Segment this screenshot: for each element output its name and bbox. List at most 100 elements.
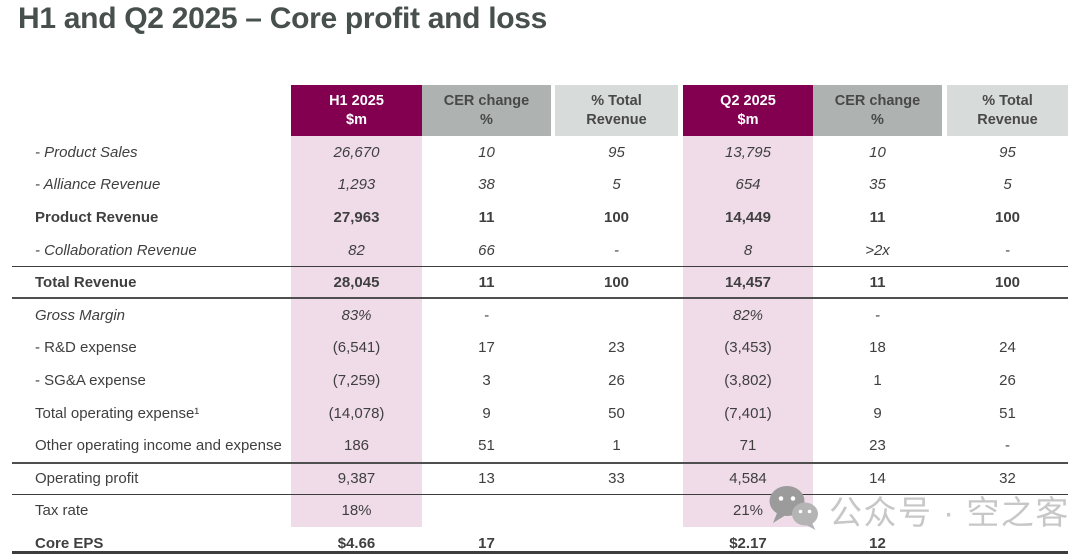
cell-value: 100: [603, 208, 630, 226]
row-label: Tax rate: [35, 502, 89, 520]
cell-value: (3,453): [683, 331, 813, 365]
col-header-line2: Revenue: [977, 111, 1038, 128]
cell-value: 14: [869, 470, 886, 488]
cell-value: 95: [999, 143, 1016, 161]
page-title: H1 and Q2 2025 – Core profit and loss: [18, 2, 548, 35]
cell-value: 14,449: [683, 201, 813, 234]
cell-value: 71: [683, 429, 813, 462]
row-label: Core EPS: [35, 534, 104, 552]
cell-value: 10: [478, 143, 495, 161]
cell-value: 82: [291, 233, 422, 267]
cell-value: 5: [1003, 176, 1012, 194]
cell-value: (7,401): [683, 396, 813, 430]
cell-value: 654: [683, 168, 813, 202]
col-header-line2: $m: [346, 111, 367, 128]
cell-value: 8: [683, 233, 813, 267]
table-row-tax-rate: Tax rate 18% 21%: [12, 494, 1068, 528]
cell-value: 82%: [683, 298, 813, 332]
cell-value: 23: [608, 339, 625, 357]
row-label: - Alliance Revenue: [35, 176, 161, 194]
cell-value: -: [875, 306, 880, 324]
col-header-line1: CER change: [443, 92, 530, 109]
cell-value: -: [1005, 437, 1010, 455]
cell-value: 23: [869, 437, 886, 455]
cell-value: 50: [608, 404, 625, 422]
cell-value: (6,541): [291, 331, 422, 365]
col-header-line1: % Total: [982, 92, 1033, 109]
cell-value: [555, 495, 678, 528]
table-row-total-revenue: Total Revenue 28,045 11 100 14,457 11 10…: [12, 266, 1068, 299]
cell-value: 186: [291, 429, 422, 462]
col-header-line2: $m: [737, 111, 759, 128]
cell-value: 100: [994, 273, 1021, 291]
cell-value: $2.17: [729, 534, 767, 552]
table-row-sga-expense: - SG&A expense (7,259) 3 26 (3,802) 1 26: [12, 364, 1068, 397]
cell-value: 11: [869, 273, 886, 291]
cell-value: 28,045: [291, 267, 422, 297]
col-header-line1: % Total: [591, 92, 642, 109]
cell-value: >2x: [865, 241, 890, 259]
cell-value: 38: [478, 176, 495, 194]
row-label: Gross Margin: [35, 306, 126, 324]
table-header-row: H1 2025 $m CER change % % Total Revenue …: [12, 85, 1068, 136]
row-label: - SG&A expense: [35, 371, 146, 389]
cell-value: 1: [873, 371, 882, 389]
cell-value: 1,293: [291, 168, 422, 202]
cell-value: [947, 299, 1068, 332]
col-header-pct-total-revenue-q2: % Total Revenue: [947, 85, 1068, 136]
cell-value: (7,259): [291, 364, 422, 397]
cell-value: 10: [869, 143, 886, 161]
cell-value: 11: [478, 273, 495, 291]
cell-value: [555, 299, 678, 332]
cell-value: 17: [478, 339, 495, 357]
bottom-divider: [12, 551, 1068, 554]
cell-value: 26,670: [291, 136, 422, 169]
cell-value: 33: [608, 470, 625, 488]
row-label: - R&D expense: [35, 339, 137, 357]
cell-value: 26: [608, 371, 625, 389]
cell-value: 32: [999, 470, 1016, 488]
cell-value: 51: [478, 437, 495, 455]
watermark: 公众号 · 空之客: [768, 484, 1070, 536]
cell-value: 13,795: [683, 136, 813, 169]
cell-value: 27,963: [291, 201, 422, 234]
col-header-line1: Q2 2025: [720, 92, 776, 109]
cell-value: 9: [482, 404, 491, 422]
cell-value: 24: [999, 339, 1016, 357]
watermark-text: 公众号 · 空之客: [829, 494, 1070, 531]
table-row-collaboration-revenue: - Collaboration Revenue 82 66 - 8 >2x -: [12, 233, 1068, 267]
cell-value: -: [614, 241, 619, 259]
cell-value: 95: [608, 143, 625, 161]
row-label: - Product Sales: [35, 143, 138, 161]
cell-value: 14,457: [683, 267, 813, 297]
table-row-total-operating-expense: Total operating expense¹ (14,078) 9 50 (…: [12, 396, 1068, 430]
col-header-line1: CER change: [834, 92, 921, 109]
col-header-line1: H1 2025: [329, 92, 384, 109]
cell-value: -: [1005, 241, 1010, 259]
row-label: Other operating income and expense: [35, 437, 282, 455]
table-row-rd-expense: - R&D expense (6,541) 17 23 (3,453) 18 2…: [12, 331, 1068, 365]
row-label: Total operating expense¹: [35, 404, 200, 422]
cell-value: 3: [482, 371, 491, 389]
header-spacer: [12, 85, 291, 136]
table-row-operating-profit: Operating profit 9,387 13 33 4,584 14 32: [12, 461, 1068, 495]
cell-value: 13: [478, 470, 495, 488]
col-header-line2: %: [871, 111, 884, 128]
col-header-line2: %: [480, 111, 493, 128]
cell-value: 9,387: [291, 463, 422, 494]
cell-value: 18%: [291, 494, 422, 528]
cell-value: (3,802): [683, 364, 813, 397]
table-row-alliance-revenue: - Alliance Revenue 1,293 38 5 654 35 5: [12, 168, 1068, 202]
row-label: Product Revenue: [35, 208, 159, 226]
cell-value: 17: [478, 534, 495, 552]
table-row-gross-margin: Gross Margin 83% - 82% -: [12, 298, 1068, 332]
cell-value: 51: [999, 404, 1016, 422]
cell-value: (14,078): [291, 396, 422, 430]
col-header-cer-change-h1: CER change %: [422, 85, 551, 136]
col-header-pct-total-revenue-h1: % Total Revenue: [555, 85, 678, 136]
cell-value: 11: [478, 208, 495, 226]
cell-value: 11: [869, 208, 886, 226]
row-label: - Collaboration Revenue: [35, 241, 197, 259]
cell-value: $4.66: [337, 534, 376, 552]
cell-value: 35: [869, 176, 886, 194]
